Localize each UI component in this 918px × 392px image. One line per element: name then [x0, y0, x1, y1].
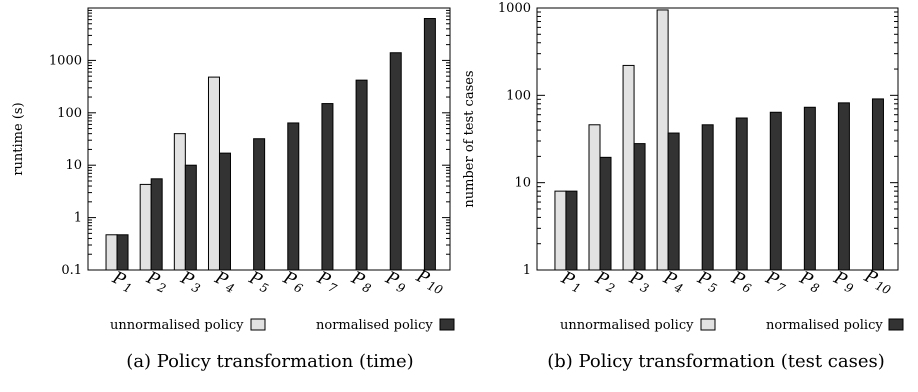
x-tick-label: P6 — [727, 268, 756, 297]
legend-swatch-normalised — [888, 318, 904, 331]
y-axis-label: number of test cases — [462, 70, 477, 207]
x-tick-label: P1 — [108, 268, 137, 296]
bar-normalised — [355, 79, 368, 271]
bar-normalised — [423, 18, 436, 271]
legend-label-normalised: normalised policy — [766, 318, 883, 333]
plot-frame — [87, 7, 451, 271]
bar-unnormalised — [139, 183, 152, 271]
x-tick-label: P5 — [693, 268, 722, 296]
bar-unnormalised — [207, 76, 220, 271]
y-tick-label: 100 — [506, 88, 531, 103]
bar-normalised — [837, 102, 850, 271]
y-tick-label: 1000 — [49, 53, 82, 68]
legend-swatch-unnormalised — [700, 318, 716, 331]
bar-normalised — [599, 156, 612, 271]
bar-normalised — [218, 152, 231, 271]
x-tick-label: P8 — [347, 268, 376, 297]
y-tick-label: 10 — [514, 176, 531, 191]
x-tick-label: P7 — [761, 268, 790, 297]
bar-normalised — [150, 178, 163, 271]
x-tick-label: P2 — [142, 268, 171, 296]
bar-normalised — [253, 138, 266, 271]
legend-label-unnormalised: unnormalised policy — [110, 318, 244, 333]
bar-normalised — [116, 234, 129, 271]
bar-unnormalised — [554, 190, 567, 271]
bar-normalised — [287, 122, 300, 271]
bar-unnormalised — [622, 64, 635, 271]
y-axis-label: runtime (s) — [11, 102, 26, 175]
figure-caption: (a) Policy transformation (time) — [126, 351, 413, 372]
bar-normalised — [735, 117, 748, 271]
y-tick-label: 0.1 — [61, 263, 82, 278]
bar-normalised — [321, 103, 334, 271]
y-tick-label: 1 — [523, 263, 531, 278]
figure-caption: (b) Policy transformation (test cases) — [547, 351, 885, 372]
x-tick-label: P1 — [557, 268, 586, 296]
x-tick-label: P10 — [412, 266, 448, 298]
chart-test-cases: 1 10 100 1000 number of test cases P1 P2 P3 P4 P5… — [462, 1, 904, 372]
plot-frame — [536, 7, 899, 271]
x-tick-label: P4 — [210, 268, 239, 296]
x-tick-label: P8 — [795, 268, 824, 297]
x-tick-label: P3 — [625, 268, 654, 297]
x-tick-label: P7 — [313, 268, 342, 297]
bar-normalised — [871, 98, 884, 271]
bar-unnormalised — [588, 124, 601, 271]
legend-swatch-normalised — [439, 318, 455, 331]
y-tick-label: 1000 — [498, 1, 531, 16]
bar-normalised — [667, 132, 680, 271]
bar-unnormalised — [105, 234, 118, 271]
x-tick-label: P4 — [659, 268, 688, 296]
bar-normalised — [633, 143, 646, 271]
bar-unnormalised — [656, 9, 669, 271]
legend-label-unnormalised: unnormalised policy — [560, 318, 694, 333]
x-tick-label: P9 — [829, 268, 858, 297]
chart-runtime: 0.1 1 10 100 1000 runtime (s) P1 P2 P3 P4 P5 P6 P7 P8… — [11, 7, 455, 372]
y-tick-label: 10 — [65, 158, 82, 173]
bar-normalised — [184, 164, 197, 271]
bar-normalised — [701, 124, 714, 271]
y-tick-label: 1 — [74, 211, 82, 226]
x-tick-label: P9 — [381, 268, 410, 297]
x-tick-label: P3 — [176, 268, 205, 297]
legend-label-normalised: normalised policy — [316, 318, 433, 333]
x-tick-label: P5 — [245, 268, 274, 296]
y-tick-label: 100 — [57, 106, 82, 121]
bar-unnormalised — [173, 133, 186, 271]
x-tick-label: P6 — [279, 268, 308, 297]
bar-normalised — [389, 52, 402, 271]
x-tick-label: P2 — [591, 268, 620, 296]
bar-normalised — [769, 111, 782, 271]
bar-normalised — [803, 106, 816, 271]
legend-swatch-unnormalised — [250, 318, 266, 331]
x-tick-label: P10 — [860, 266, 896, 298]
bar-normalised — [565, 190, 578, 271]
